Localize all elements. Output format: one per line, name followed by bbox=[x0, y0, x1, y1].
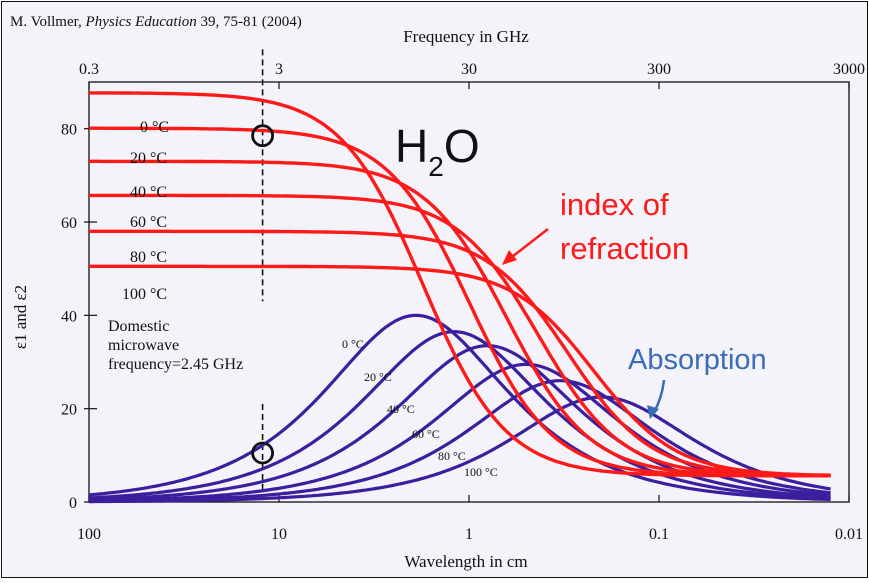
y-tick-label: 60 bbox=[61, 215, 77, 232]
absorption-label: Absorption bbox=[628, 344, 767, 376]
refraction-label-2: refraction bbox=[560, 231, 689, 266]
absorption-series-label: 20 °C bbox=[364, 370, 392, 384]
series-labels: 0 °C 20 °C 40 °C 60 °C 80 °C 100 °C 0 °C 20 °C 4… bbox=[122, 119, 498, 479]
molecule-label: H2O bbox=[395, 120, 480, 182]
citation-journal: Physics Education bbox=[85, 14, 197, 30]
markers bbox=[251, 124, 274, 465]
bottom-tick-label: 0.1 bbox=[649, 526, 669, 543]
top-tick-label: 300 bbox=[647, 61, 671, 78]
refraction-arrow bbox=[502, 228, 549, 265]
citation-author: M. Vollmer, bbox=[10, 14, 86, 30]
refraction-series-label: 40 °C bbox=[130, 184, 167, 201]
y-tick-label: 20 bbox=[61, 402, 77, 419]
y-tick-label: 80 bbox=[61, 122, 77, 139]
top-tick-label: 30 bbox=[461, 61, 477, 78]
refraction-curve bbox=[89, 264, 831, 477]
curves bbox=[88, 91, 831, 504]
absorption-curve bbox=[89, 362, 831, 503]
refraction-series-label: 80 °C bbox=[130, 249, 167, 266]
bottom-tick-label: 10 bbox=[271, 526, 287, 543]
absorption-curve bbox=[88, 344, 831, 502]
top-tick-label: 3 bbox=[275, 61, 283, 78]
absorption-curve bbox=[89, 395, 831, 504]
refraction-label-1: index of bbox=[560, 187, 669, 222]
bottom-tick-label: 1 bbox=[465, 526, 473, 543]
axis-ticks: 100 10 1 0.1 0.01 0.3 3 30 300 3000 0 20 40 60 80 bbox=[61, 61, 865, 543]
refraction-series-label: 60 °C bbox=[130, 214, 167, 231]
refraction-curve bbox=[89, 159, 831, 478]
marked-point bbox=[251, 441, 274, 465]
bottom-axis-title: Wavelength in cm bbox=[404, 552, 527, 571]
marked-point bbox=[251, 124, 274, 148]
molecule-o: O bbox=[444, 120, 480, 172]
bottom-tick-label: 0.01 bbox=[835, 526, 863, 543]
microwave-note-3: frequency=2.45 GHz bbox=[108, 356, 243, 373]
absorption-arrow bbox=[647, 379, 666, 419]
y-tick-label: 40 bbox=[61, 308, 77, 325]
microwave-note-1: Domestic bbox=[108, 318, 169, 335]
y-tick-label: 0 bbox=[69, 495, 77, 512]
absorption-series-label: 40 °C bbox=[387, 402, 415, 416]
absorption-series-label: 80 °C bbox=[438, 449, 466, 463]
top-tick-label: 3000 bbox=[833, 61, 865, 78]
absorption-series-label: 100 °C bbox=[464, 465, 498, 479]
y-axis-title: ε1 and ε2 bbox=[11, 285, 30, 349]
refraction-curve bbox=[89, 229, 831, 478]
bottom-tick-label: 100 bbox=[77, 526, 101, 543]
top-tick-label: 0.3 bbox=[79, 61, 99, 78]
citation-rest: 39, 75-81 (2004) bbox=[197, 14, 302, 30]
absorption-curve bbox=[88, 313, 831, 502]
refraction-curve bbox=[89, 193, 831, 478]
refraction-series-label: 20 °C bbox=[130, 150, 167, 167]
absorption-series-label: 0 °C bbox=[342, 337, 364, 351]
refraction-series-label: 0 °C bbox=[140, 119, 169, 136]
molecule-h: H bbox=[395, 120, 428, 172]
absorption-curve bbox=[88, 330, 831, 501]
citation: M. Vollmer, Physics Education 39, 75-81 … bbox=[10, 14, 302, 30]
refraction-series-label: 100 °C bbox=[122, 286, 167, 303]
molecule-subscript: 2 bbox=[428, 151, 444, 182]
microwave-note-2: microwave bbox=[108, 337, 179, 354]
absorption-series-label: 60 °C bbox=[412, 427, 440, 441]
top-axis-title: Frequency in GHz bbox=[403, 27, 529, 46]
refraction-curve bbox=[89, 126, 831, 478]
